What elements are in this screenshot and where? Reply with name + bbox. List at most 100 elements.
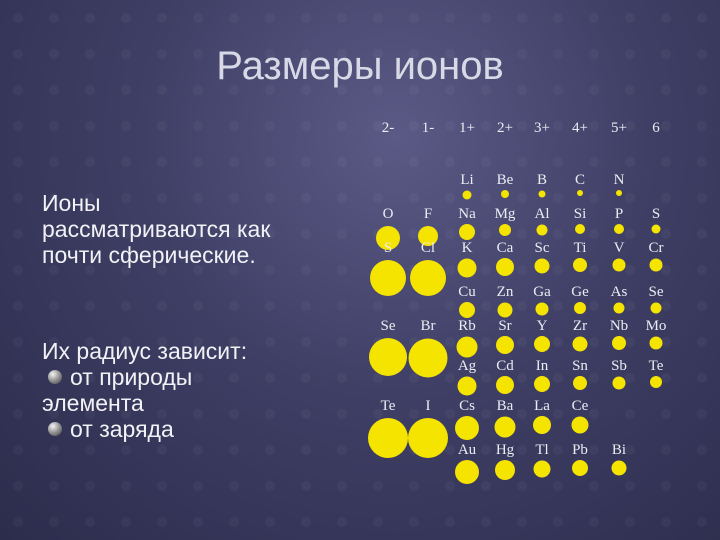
text-line-considered: рассматриваются как — [42, 216, 271, 242]
ion-sphere-cl — [410, 260, 446, 296]
ion-sphere-cd — [496, 376, 514, 394]
text-line-radius-depends: Их радиус зависит: — [42, 338, 248, 364]
ion-label-mg: Mg — [494, 206, 516, 222]
ion-label-in: In — [535, 358, 549, 374]
ion-label-li: Li — [460, 172, 474, 188]
charge-header-5: 3+ — [534, 120, 550, 136]
ion-label-sn: Sn — [572, 358, 588, 374]
ion-label-b: B — [536, 172, 548, 188]
ion-sphere-mg — [499, 224, 511, 236]
ion-sphere-se — [650, 302, 662, 313]
slide-title: Размеры ионов — [216, 44, 504, 88]
bullet-text-nature: от природы — [70, 364, 193, 390]
ion-sphere-zr — [572, 336, 588, 351]
ion-label-c: C — [574, 172, 586, 188]
ion-sphere-ge — [574, 302, 586, 314]
ion-label-cd: Cd — [496, 358, 514, 374]
ion-sphere-in — [534, 376, 550, 392]
ion-label-ce: Ce — [571, 398, 589, 414]
ion-label-ge: Ge — [571, 284, 589, 300]
ion-sphere-se — [369, 338, 407, 376]
charge-header-8: 6 — [652, 120, 660, 136]
ion-label-te: Te — [648, 358, 664, 374]
ion-sphere-ca — [496, 258, 514, 276]
ion-sphere-i — [408, 418, 448, 458]
bullet-item-charge: от заряда — [42, 416, 352, 442]
charge-header-2: 1- — [421, 120, 435, 136]
ion-label-se: Se — [648, 284, 664, 300]
sphere-bullet-icon — [48, 370, 62, 385]
ion-label-o: O — [382, 206, 394, 222]
ion-label-ti: Ti — [573, 240, 587, 256]
ion-sphere-s — [651, 224, 661, 233]
ion-sphere-te — [650, 376, 662, 388]
ion-label-al: Al — [534, 206, 550, 222]
ion-sphere-sr — [496, 336, 514, 354]
ion-sphere-tl — [533, 460, 551, 477]
ion-label-ag: Ag — [457, 358, 477, 374]
ion-sphere-ce — [571, 416, 589, 433]
ion-sphere-sn — [573, 376, 587, 390]
ion-sphere-sb — [612, 376, 626, 389]
ion-label-se: Se — [380, 318, 396, 334]
ion-sphere-o — [376, 226, 400, 250]
ion-sphere-te — [368, 418, 408, 458]
ion-sphere-cr — [649, 258, 663, 271]
ion-sphere-v — [612, 258, 626, 271]
ion-label-sb: Sb — [611, 358, 627, 374]
text-line-ions: Ионы — [42, 190, 101, 216]
charge-header-6: 4+ — [572, 120, 588, 136]
ion-label-cu: Cu — [458, 284, 476, 300]
ion-label-p: P — [614, 206, 624, 222]
ion-label-hg: Hg — [495, 442, 515, 458]
ion-sphere-na — [459, 224, 475, 240]
ion-label-f: F — [423, 206, 433, 222]
ion-label-br: Br — [420, 318, 436, 334]
ion-sphere-al — [536, 224, 548, 235]
ion-sphere-f — [418, 226, 438, 246]
ion-sphere-ga — [535, 302, 549, 315]
ion-sphere-ba — [494, 416, 516, 437]
ion-label-zn: Zn — [496, 284, 514, 300]
ion-sphere-be — [501, 190, 509, 198]
ion-label-be: Be — [496, 172, 514, 188]
ion-sphere-au — [455, 460, 479, 484]
ion-label-k: K — [461, 240, 473, 256]
charge-header-7: 5+ — [611, 120, 627, 136]
ion-label-sc: Sc — [534, 240, 550, 256]
ion-sphere-sc — [534, 258, 550, 273]
ion-label-ga: Ga — [533, 284, 551, 300]
ion-sphere-zn — [497, 302, 513, 317]
charge-header-1: 2- — [381, 120, 395, 136]
ion-sphere-bi — [611, 460, 627, 475]
ion-sphere-pb — [572, 460, 588, 476]
ion-sphere-la — [533, 416, 551, 434]
ion-label-cs: Cs — [459, 398, 475, 414]
ion-sphere-s — [370, 260, 406, 296]
text-line-spherical: почти сферические. — [42, 242, 256, 268]
ion-label-ba: Ba — [496, 398, 514, 414]
ion-label-i: I — [425, 398, 431, 414]
ion-sphere-k — [457, 258, 477, 277]
ion-sphere-ag — [457, 376, 477, 395]
left-text-block: Ионы рассматриваются как почти сферическ… — [42, 190, 352, 442]
ion-sphere-y — [534, 336, 550, 352]
bullet-item-nature: от природы — [42, 364, 352, 390]
ion-sphere-nb — [612, 336, 626, 350]
charge-header-3: 1+ — [459, 120, 475, 136]
ion-label-zr: Zr — [572, 318, 588, 334]
ion-sphere-hg — [495, 460, 515, 480]
ion-label-la: La — [534, 398, 550, 414]
ion-label-s: S — [383, 240, 393, 256]
ion-label-n: N — [613, 172, 625, 188]
ion-label-si: Si — [573, 206, 587, 222]
ion-label-v: V — [613, 240, 625, 256]
ion-sphere-as — [613, 302, 625, 313]
ion-label-rb: Rb — [458, 318, 476, 334]
ion-label-y: Y — [536, 318, 548, 334]
ion-sphere-p — [614, 224, 624, 234]
ion-sphere-b — [538, 190, 546, 197]
bullet-text-charge: от заряда — [70, 416, 174, 442]
